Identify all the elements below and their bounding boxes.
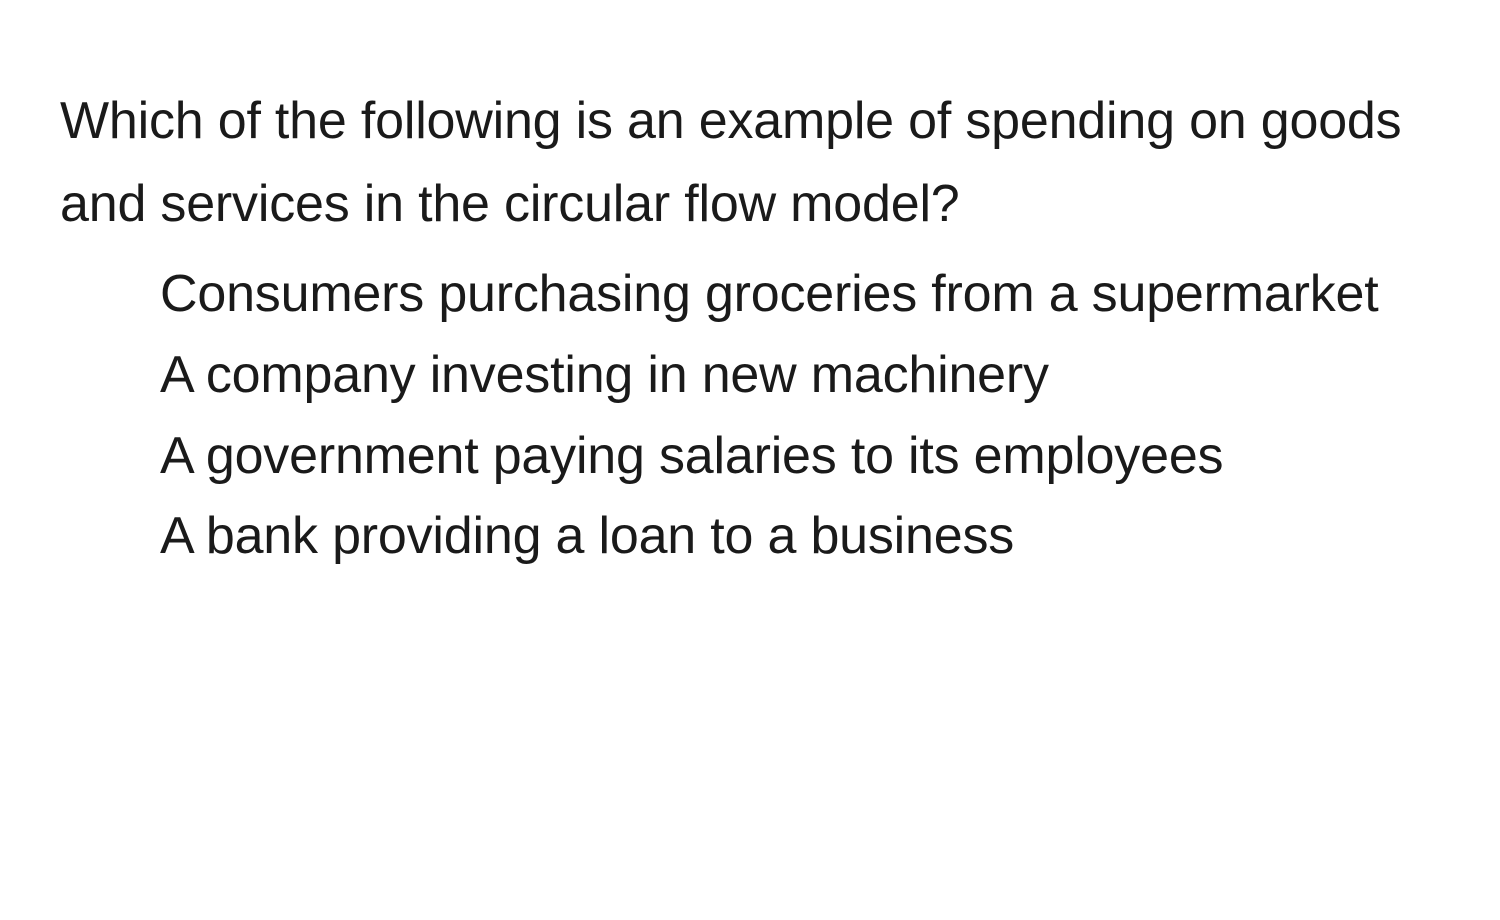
option-item: Consumers purchasing groceries from a su… <box>160 254 1440 335</box>
question-text: Which of the following is an example of … <box>60 80 1440 246</box>
page: Which of the following is an example of … <box>0 0 1500 920</box>
option-item: A company investing in new machinery <box>160 335 1440 416</box>
option-item: A bank providing a loan to a business <box>160 496 1440 577</box>
option-item: A government paying salaries to its empl… <box>160 416 1440 497</box>
options-list: Consumers purchasing groceries from a su… <box>60 254 1440 576</box>
